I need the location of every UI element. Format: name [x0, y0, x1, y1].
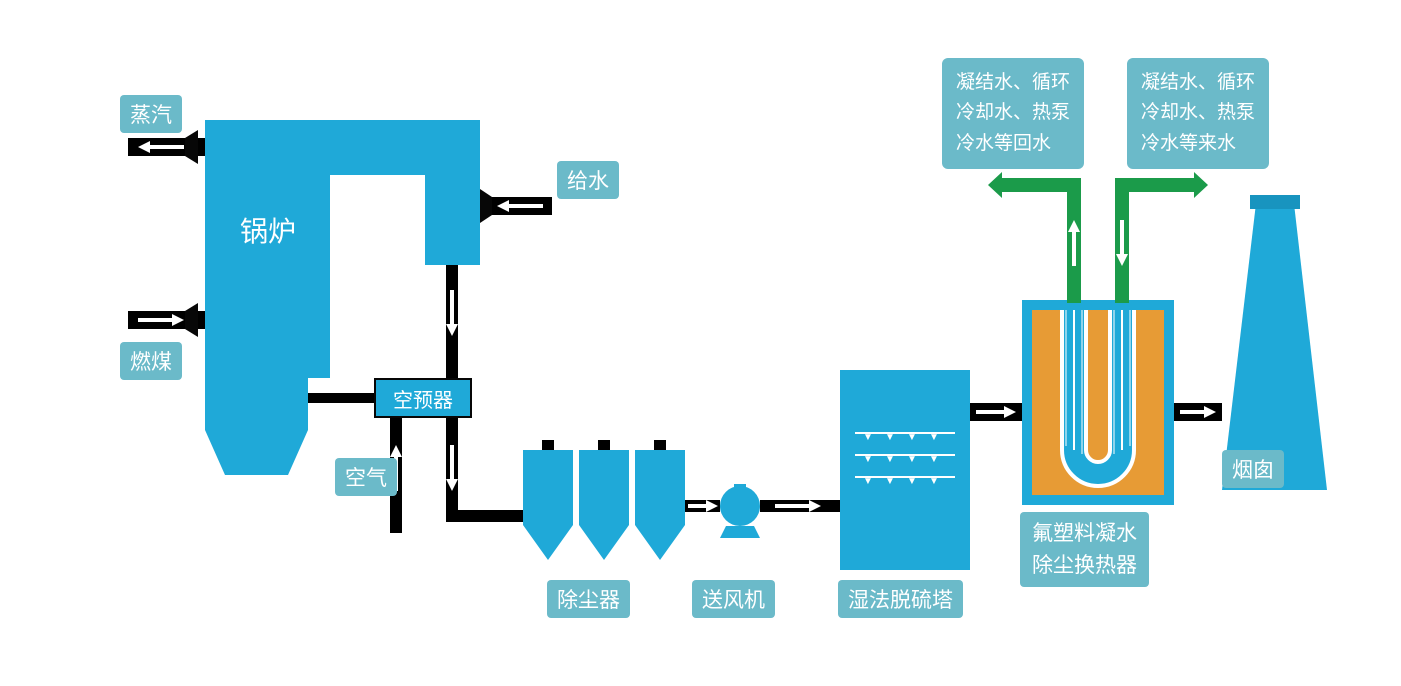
dust-label: 除尘器 — [547, 580, 630, 618]
fan-label: 送风机 — [692, 580, 775, 618]
diagram-canvas: 空预器 ▼ ▼ ▼ ▼ — [0, 0, 1401, 686]
coal-label: 燃煤 — [120, 342, 182, 380]
water-return-label: 凝结水、循环 冷却水、热泵 冷水等回水 — [942, 58, 1084, 169]
boiler-label: 锅炉 — [240, 210, 296, 250]
hx-label: 氟塑料凝水 除尘换热器 — [1020, 512, 1149, 587]
desulf-label: 湿法脱硫塔 — [838, 580, 963, 618]
steam-label: 蒸汽 — [120, 95, 182, 133]
water-supply-label: 凝结水、循环 冷却水、热泵 冷水等来水 — [1127, 58, 1269, 169]
feedwater-label: 给水 — [557, 161, 619, 199]
air-label: 空气 — [335, 458, 397, 496]
chimney-label: 烟囱 — [1222, 450, 1284, 488]
